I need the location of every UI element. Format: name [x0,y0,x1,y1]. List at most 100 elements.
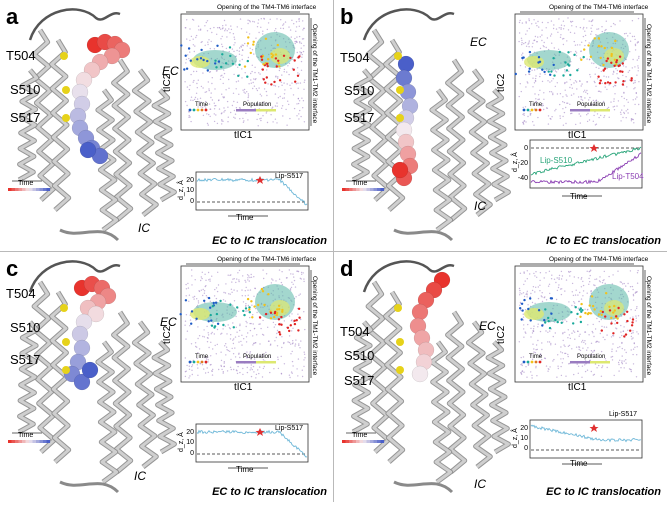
trace-tick-1: 20 [520,425,528,432]
map-sample-point [294,286,297,288]
map-sample-point [202,335,204,338]
map-sample-point [616,328,618,330]
trajectory-marker [273,315,276,319]
map-sample-point [230,334,232,336]
map-sample-point [192,99,194,102]
map-sample-point [288,103,290,106]
map-sample-point [270,282,273,284]
map-sample-point [233,38,236,40]
map-sample-point [198,335,201,337]
map-sample-point [296,368,298,370]
map-sample-point [629,286,632,288]
map-sample-point [570,112,572,115]
map-sample-point [214,88,216,90]
map-sample-point [245,341,248,343]
map-sample-point [238,341,240,343]
map-sample-point [262,359,265,361]
trajectory-marker [605,59,608,63]
map-sample-point [192,19,195,21]
map-sample-point [225,354,227,356]
map-sample-point [584,34,587,37]
map-sample-point [298,118,300,120]
map-sample-point [246,31,248,33]
map-sample-point [274,93,277,95]
map-sample-point [556,277,558,279]
map-sample-point [573,32,576,34]
density-peak [524,308,544,320]
residue-marker [396,86,404,94]
map-sample-point [593,349,596,352]
map-sample-point [607,106,610,109]
map-sample-point [560,24,563,26]
map-sample-point [613,71,615,73]
map-sample-point [580,286,583,288]
map-sample-point [301,273,303,275]
map-sample-point [542,104,544,107]
map-sample-point [242,275,244,277]
trajectory-marker [289,56,292,60]
map-sample-point [281,107,283,110]
residue-label-s510: S510 [344,83,374,98]
map-sample-point [257,369,259,371]
map-sample-point [274,340,276,342]
map-sample-point [299,54,301,56]
map-sample-point [202,294,204,297]
trajectory-marker [562,74,565,77]
map-sample-point [299,293,301,295]
map-sample-point [530,327,532,330]
map-sample-point [537,323,539,325]
time-gradient-segment [366,440,371,443]
map-sample-point [226,333,228,335]
map-sample-point [564,69,566,71]
map-sample-point [582,295,584,297]
trace-line-s517 [196,177,308,206]
time-gradient-segment [39,440,44,443]
map-sample-point [594,278,596,281]
trajectory-marker [610,61,613,64]
map-sample-point [265,90,268,93]
map-sample-point [621,283,624,285]
trajectory-marker [613,58,617,61]
map-sample-point [531,289,534,292]
trajectory-marker [263,303,266,307]
map-sample-point [248,33,251,35]
map-sample-point [599,276,601,278]
map-sample-point [539,47,542,50]
map-sample-point [598,341,600,343]
map-sample-point [582,339,584,342]
map-sample-point [545,107,548,109]
map-sample-point [595,99,598,101]
map-sample-point [526,81,528,83]
map-sample-point [212,368,214,371]
time-gradient-segment [22,440,26,443]
map-sample-point [523,324,525,326]
map-sample-point [597,90,600,93]
map-sample-point [299,82,302,84]
map-sample-point [519,83,521,85]
map-sample-point [561,275,564,277]
trajectory-marker [529,319,532,322]
map-sample-point [205,279,207,281]
map-sample-point [588,20,590,22]
loop-ribbon [362,260,455,293]
map-sample-point [532,77,534,79]
map-sample-point [235,64,237,66]
map-sample-point [217,99,220,102]
map-sample-point [568,301,570,303]
trajectory-marker [212,301,215,305]
map-sample-point [534,80,537,82]
map-sample-point [596,317,598,320]
tic-x-label: tIC1 [568,382,587,393]
map-sample-point [632,330,634,332]
trajectory-marker [619,70,622,73]
map-sample-point [281,336,283,338]
legend-time-dot [204,108,208,112]
map-sample-point [577,353,579,355]
map-sample-point [234,113,237,115]
map-sample-point [204,372,207,374]
map-sample-point [525,86,527,88]
map-sample-point [258,72,260,74]
map-sample-point [590,350,593,352]
trace-tick-3: 0 [524,445,528,452]
map-sample-point [625,110,627,112]
